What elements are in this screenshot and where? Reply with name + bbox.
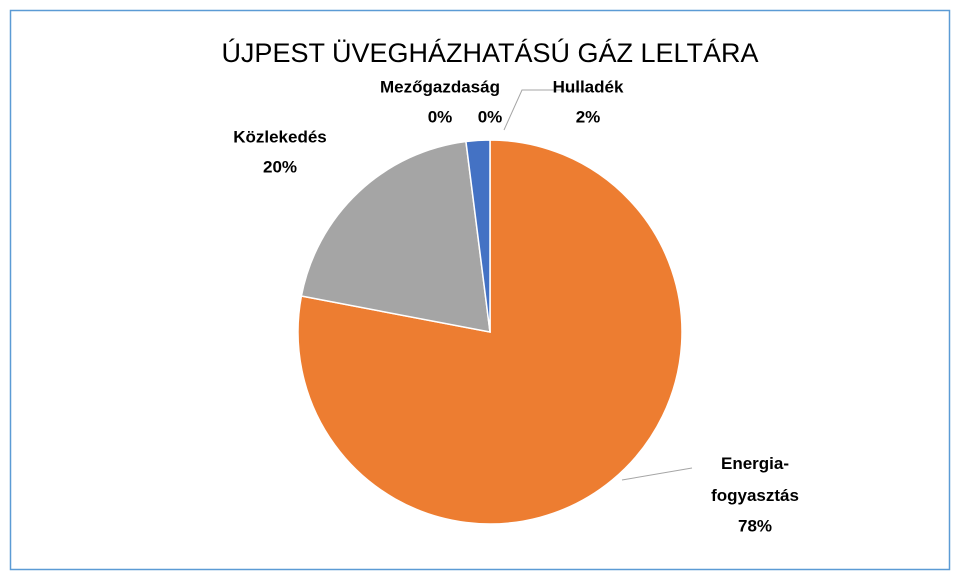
leader-line xyxy=(621,467,693,481)
category-label: Mezőgazdaság xyxy=(380,77,500,96)
category-label: Közlekedés xyxy=(233,127,327,146)
value-label: 2% xyxy=(576,107,601,126)
pie-slice xyxy=(465,139,491,333)
category-label-line: fogyasztás xyxy=(711,486,799,505)
category-label: Hulladék xyxy=(553,77,624,96)
pie-slice xyxy=(297,139,683,525)
value-label: 78% xyxy=(738,516,772,535)
category-label-line: Energia- xyxy=(721,454,789,473)
chart-title: ÚJPEST ÜVEGHÁZHATÁSÚ GÁZ LELTÁRA xyxy=(221,37,758,68)
value-label: 20% xyxy=(263,157,297,176)
value-label: 0% xyxy=(428,107,453,126)
category-label: Energia-fogyasztás xyxy=(711,454,799,505)
value-label: 0% xyxy=(478,107,503,126)
pie xyxy=(297,139,683,525)
leader-line xyxy=(503,89,585,131)
pie-slice xyxy=(300,140,491,333)
